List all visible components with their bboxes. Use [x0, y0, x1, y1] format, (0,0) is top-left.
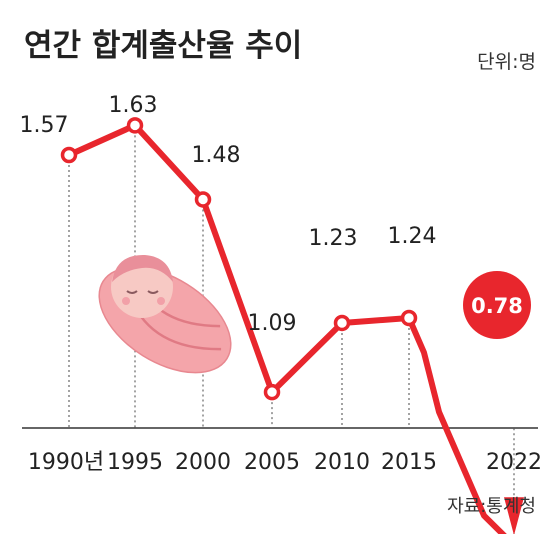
plot-layer: 1.57 1.63 1.48 1.09 1.23 1.24 0.78 1990년 1995 200… [20, 93, 542, 534]
baby-eye-left [126, 290, 138, 294]
x-tick-label: 2000 [175, 450, 231, 475]
unit-label: 단위:명 [477, 51, 536, 73]
baby-cheek [122, 297, 130, 305]
callout-bubble [463, 271, 531, 339]
chart-title: 연간 합계출산율 추이 [24, 28, 302, 64]
x-tick-label: 2015 [381, 450, 437, 475]
baby-eye-right [147, 290, 159, 294]
callout-value-label: 0.78 [471, 294, 523, 318]
baby-cheek [157, 297, 165, 305]
data-label: 1.09 [248, 311, 297, 336]
baby-icon [98, 254, 232, 374]
data-point [263, 383, 281, 401]
baby-hair [112, 254, 173, 282]
data-label: 1.24 [388, 224, 437, 249]
data-point [333, 314, 351, 332]
data-point [60, 146, 78, 164]
data-point [194, 191, 212, 208]
x-tick-label: 2005 [244, 450, 300, 475]
x-tick-label: 1995 [107, 450, 163, 475]
x-tick-label: 1990년 [28, 450, 104, 475]
data-label: 1.23 [309, 226, 358, 251]
callout-pointer [504, 497, 524, 534]
data-point [126, 117, 144, 134]
data-label: 1.57 [20, 113, 69, 138]
source-label: 자료:통계청 [447, 496, 536, 517]
x-tick-label: 2010 [314, 450, 370, 475]
data-label: 1.48 [192, 143, 241, 168]
data-point [400, 309, 418, 327]
data-label: 1.63 [109, 93, 158, 118]
x-tick-label: 2022 [486, 450, 542, 475]
